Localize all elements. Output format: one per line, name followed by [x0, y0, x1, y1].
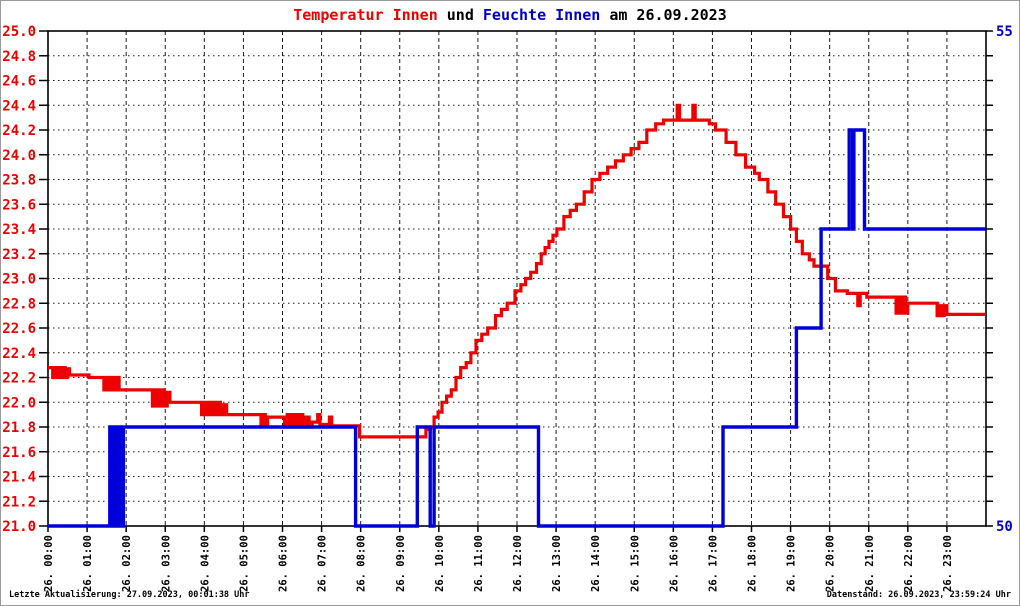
x-axis-tick-label: 26. 08:00	[356, 535, 368, 592]
chart-title: Temperatur Innen und Feuchte Innen am 26…	[1, 6, 1019, 24]
x-axis-ticks	[47, 526, 948, 532]
humidity-series-line	[48, 128, 986, 528]
left-axis-tick-label: 21.2	[2, 494, 36, 510]
temperature-series-line	[48, 103, 986, 439]
right-axis-ticks	[986, 30, 993, 527]
x-axis-tick-label: 26. 15:00	[629, 535, 641, 592]
left-axis-tick-label: 23.6	[2, 197, 36, 213]
right-axis-tick-label: 50	[996, 519, 1013, 535]
left-axis-tick-label: 25.0	[2, 24, 36, 40]
left-axis-tick-label: 22.4	[2, 346, 36, 362]
x-axis-tick-label: 26. 17:00	[707, 535, 719, 592]
left-axis-tick-label: 21.0	[2, 519, 36, 535]
x-axis-tick-label: 26. 16:00	[668, 535, 680, 592]
x-axis-tick-label: 26. 23:00	[942, 535, 954, 592]
plot-frame	[47, 30, 987, 527]
left-axis-tick-label: 23.8	[2, 173, 36, 189]
x-axis-labels: 26. 00:00 26. 01:00 26. 02:00 26. 03:00 26. …	[43, 535, 954, 592]
left-axis-tick-label: 22.0	[2, 395, 36, 411]
left-axis-tick-label: 22.6	[2, 321, 36, 337]
title-connector-text: und	[437, 6, 483, 24]
title-temperature-series-label: Temperatur Innen	[293, 6, 438, 24]
x-axis-tick-label: 26. 02:00	[121, 535, 133, 592]
left-axis-tick-label: 24.8	[2, 49, 36, 65]
x-axis-tick-label: 26. 01:00	[82, 535, 94, 592]
left-axis-tick-label: 24.0	[2, 148, 36, 164]
left-axis-tick-label: 23.4	[2, 222, 36, 238]
left-axis-tick-label: 21.4	[2, 470, 36, 486]
x-axis-tick-label: 26. 22:00	[903, 535, 915, 592]
left-axis-tick-label: 24.6	[2, 74, 36, 90]
x-axis-tick-label: 26. 09:00	[395, 535, 407, 592]
last-update-text: Letzte Aktualisierung: 27.09.2023, 00:01…	[9, 590, 250, 600]
x-axis-tick-label: 26. 13:00	[551, 535, 563, 592]
x-axis-tick-label: 26. 20:00	[825, 535, 837, 592]
x-axis-tick-label: 26. 14:00	[590, 535, 602, 592]
x-axis-tick-label: 26. 18:00	[747, 535, 759, 592]
left-axis-labels: 25.0 24.8 24.6 24.4 24.2 24.0 23.8 23.6 23.4 23.2…	[2, 24, 36, 535]
x-axis-tick-label: 26. 04:00	[199, 535, 211, 592]
x-axis-tick-label: 26. 07:00	[317, 535, 329, 592]
x-axis-tick-label: 26. 21:00	[864, 535, 876, 592]
right-axis-labels: 55 50	[996, 24, 1013, 535]
x-axis-tick-label: 26. 06:00	[278, 535, 290, 592]
left-axis-tick-label: 21.6	[2, 445, 36, 461]
right-axis-tick-label: 55	[996, 24, 1013, 40]
title-humidity-series-label: Feuchte Innen	[482, 6, 601, 24]
x-axis-tick-label: 26. 11:00	[473, 535, 485, 592]
left-axis-tick-label: 22.2	[2, 371, 36, 387]
data-state-text: Datenstand: 26.09.2023, 23:59:24 Uhr	[826, 590, 1011, 600]
x-axis-tick-label: 26. 10:00	[434, 535, 446, 592]
left-axis-tick-label: 22.8	[2, 296, 36, 312]
left-axis-tick-label: 21.8	[2, 420, 36, 436]
v-gridlines	[86, 31, 948, 526]
x-axis-tick-label: 26. 12:00	[512, 535, 524, 592]
left-axis-tick-label: 24.4	[2, 98, 36, 114]
x-axis-tick-label: 26. 19:00	[786, 535, 798, 592]
x-axis-tick-label: 26. 00:00	[43, 535, 55, 592]
left-axis-tick-label: 24.2	[2, 123, 36, 139]
left-axis-ticks	[39, 30, 48, 527]
x-axis-tick-label: 26. 05:00	[238, 535, 250, 592]
left-axis-tick-label: 23.0	[2, 272, 36, 288]
x-axis-tick-label: 26. 03:00	[160, 535, 172, 592]
left-axis-tick-label: 23.2	[2, 247, 36, 263]
title-date-text: am 26.09.2023	[600, 6, 727, 24]
